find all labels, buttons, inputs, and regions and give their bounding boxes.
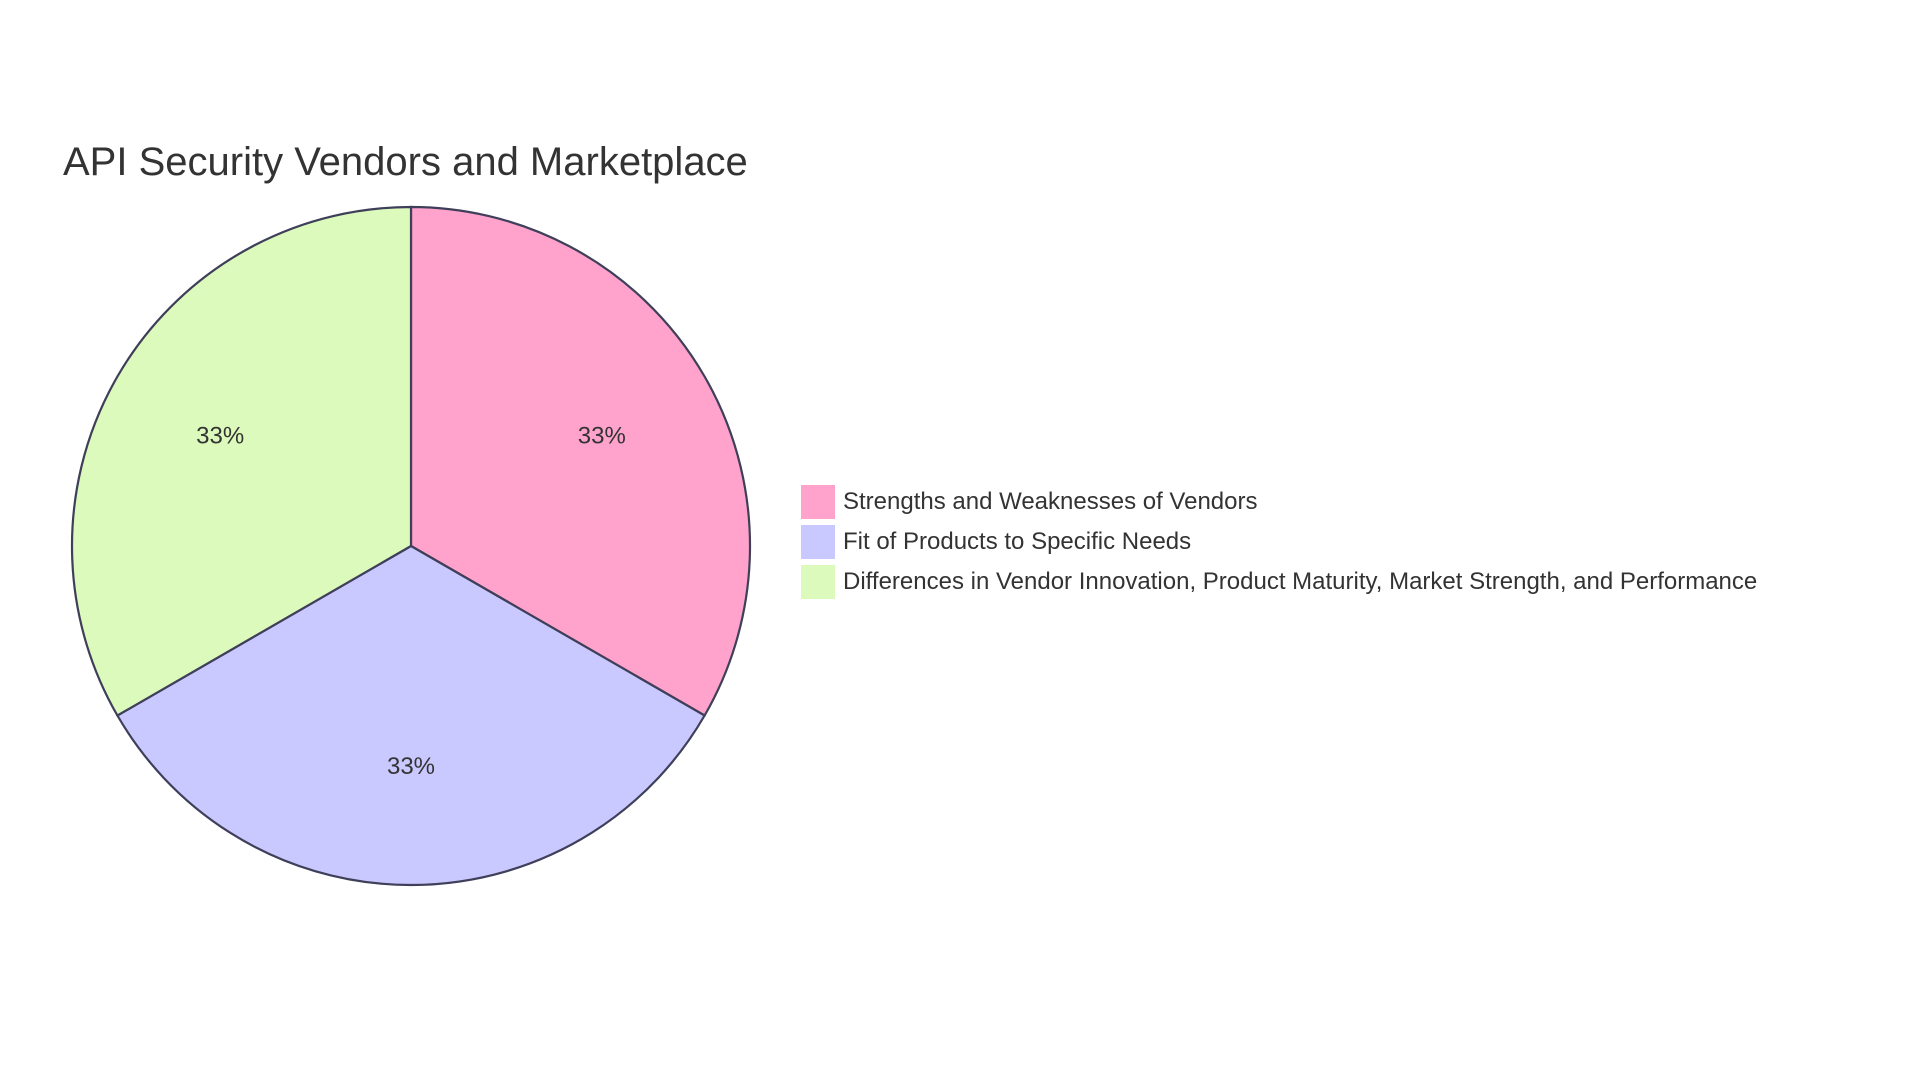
pie-slice-2: [115, 544, 707, 887]
legend-label: Strengths and Weaknesses of Vendors: [843, 488, 1258, 515]
chart-title: API Security Vendors and Marketplace: [63, 140, 748, 184]
legend-swatch: [801, 485, 835, 519]
pie-slice-3: [70, 205, 413, 718]
pie-slice-labels: 33% 33% 33%: [196, 422, 626, 780]
legend-item-1[interactable]: Strengths and Weaknesses of Vendors: [801, 482, 1757, 522]
legend-item-3[interactable]: Differences in Vendor Innovation, Produc…: [801, 562, 1757, 602]
legend-label: Fit of Products to Specific Needs: [843, 528, 1192, 555]
legend-swatch: [801, 565, 835, 599]
pie-slices: [70, 205, 752, 887]
pie-slice-label-3: 33%: [196, 422, 244, 449]
legend-label: Differences in Vendor Innovation, Produc…: [843, 568, 1758, 595]
legend-item-2[interactable]: Fit of Products to Specific Needs: [801, 522, 1757, 562]
legend-swatch: [801, 525, 835, 559]
pie-slice-label-1: 33%: [578, 422, 626, 449]
pie-slice-label-2: 33%: [387, 753, 435, 780]
pie-slice-1: [409, 205, 752, 718]
legend: Strengths and Weaknesses of Vendors Fit o…: [801, 482, 1757, 602]
